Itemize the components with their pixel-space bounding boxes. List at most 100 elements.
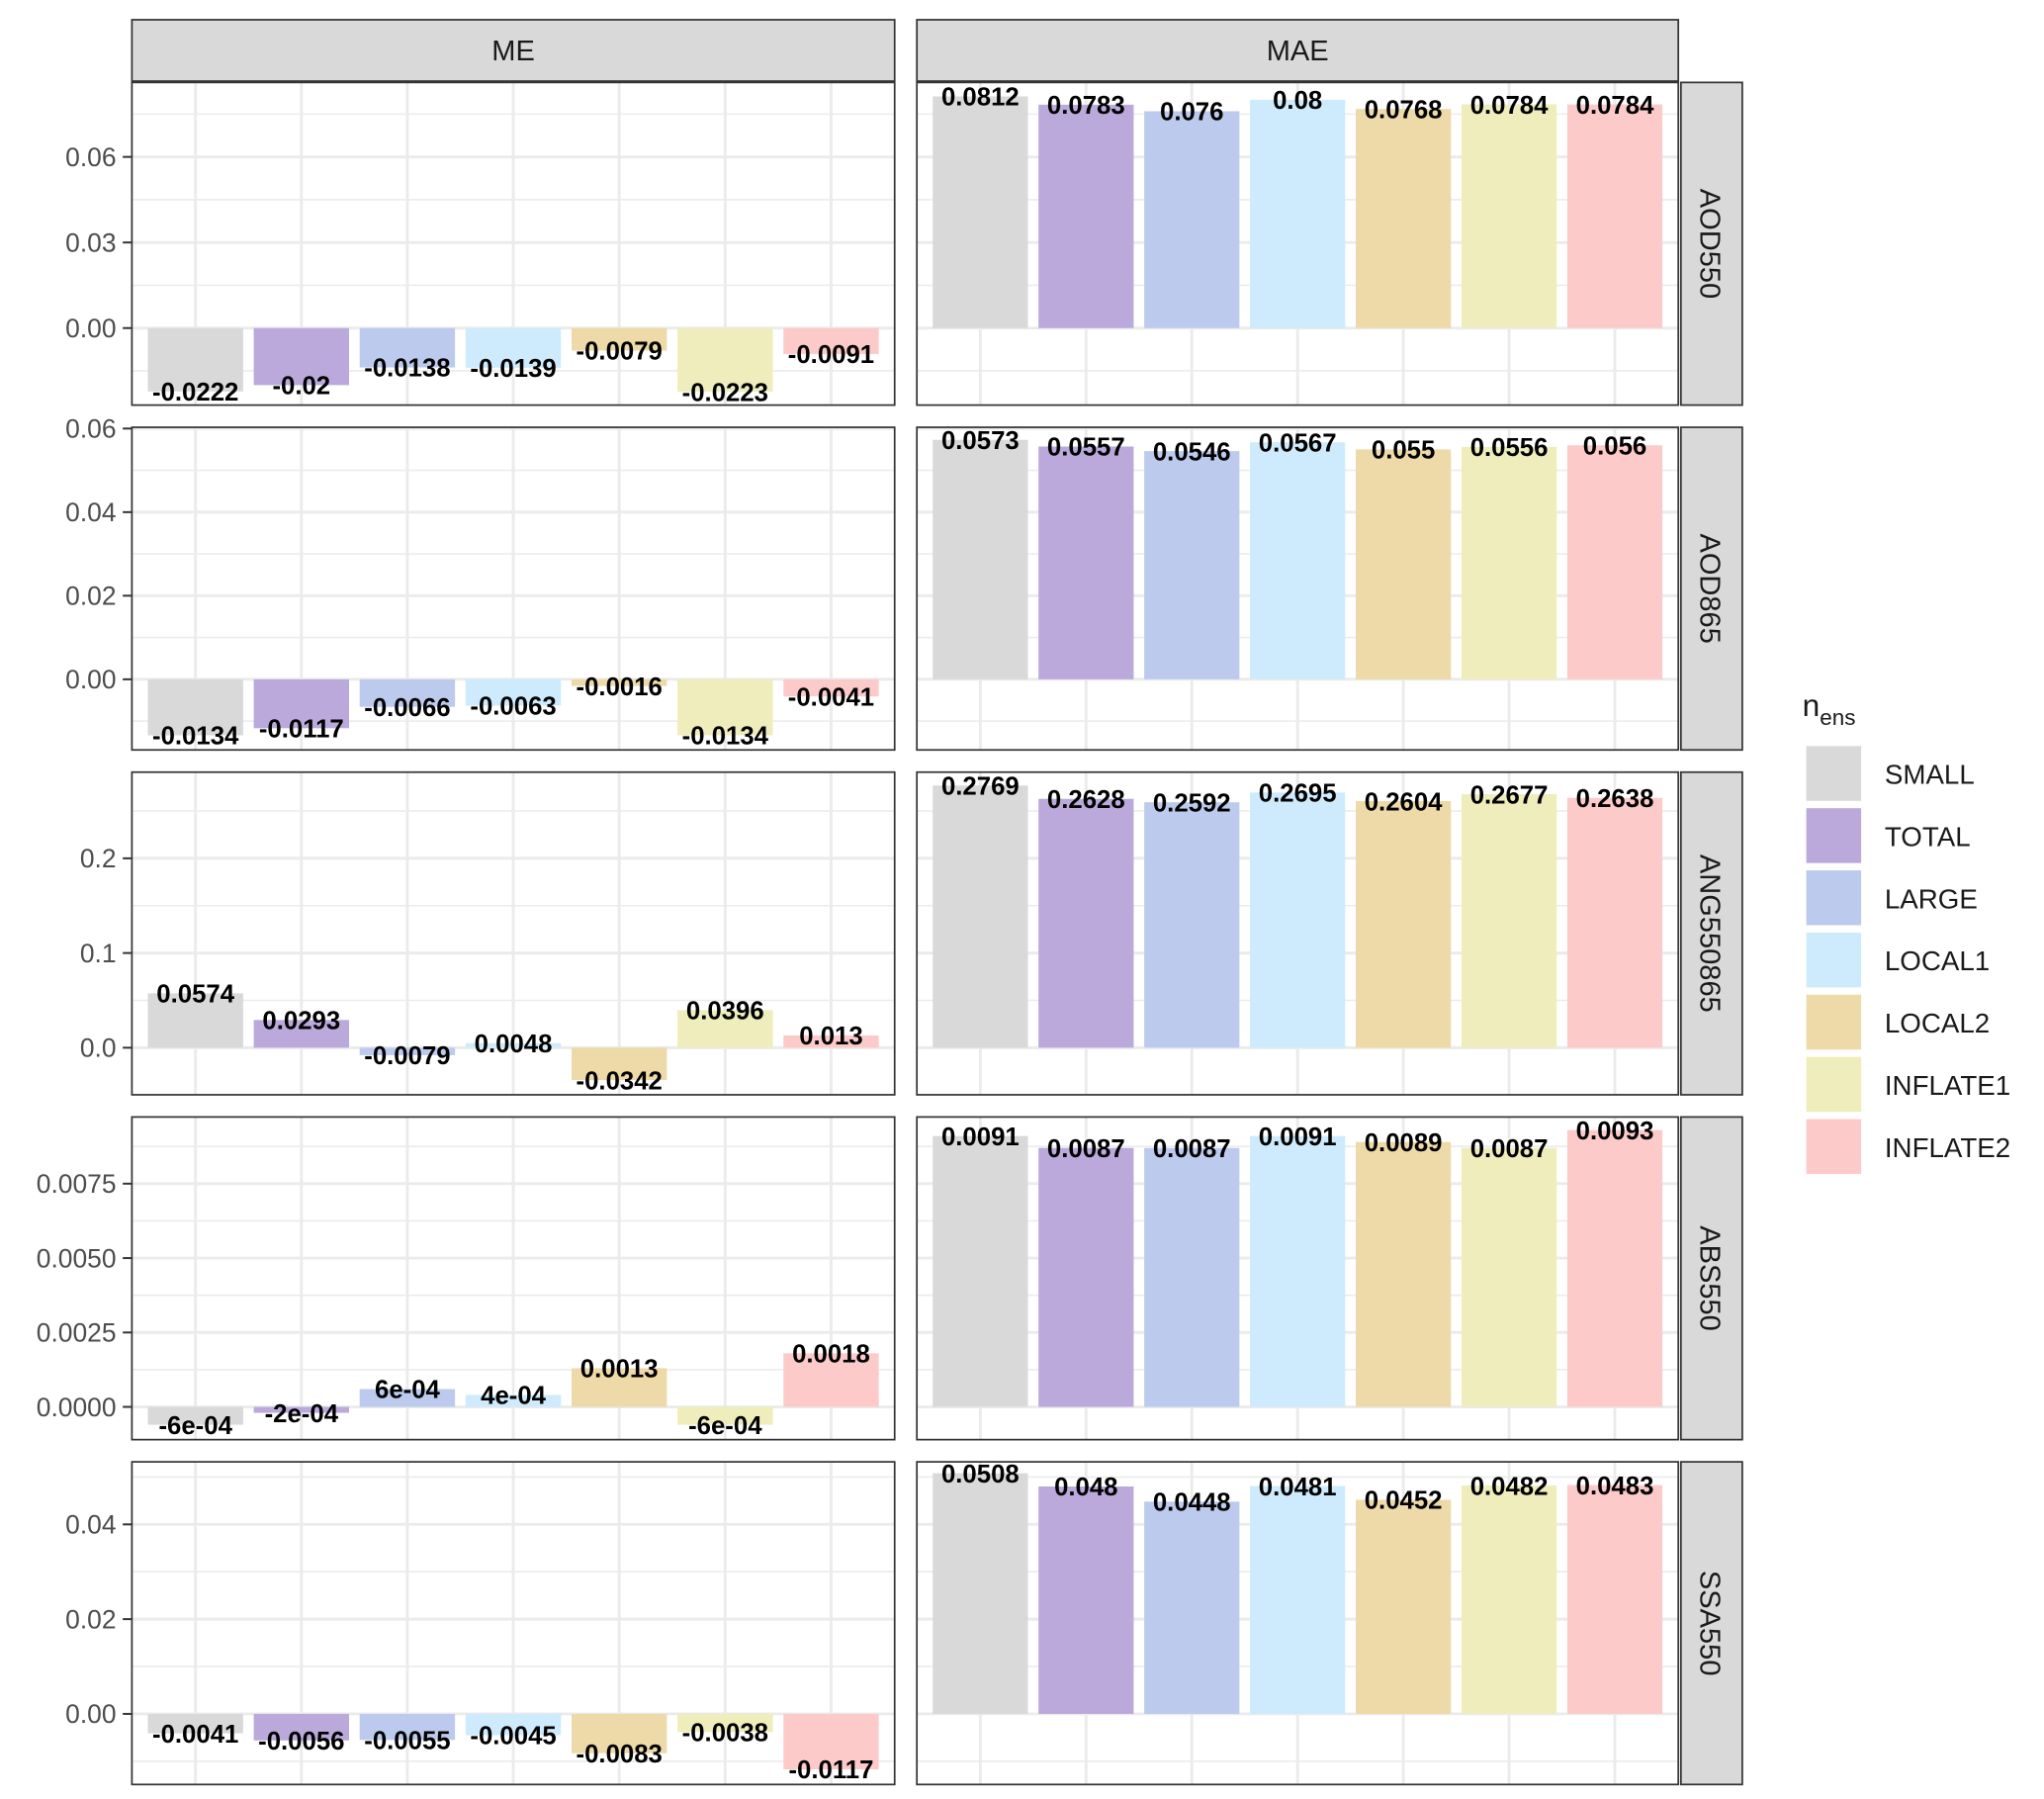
data-label: -0.0117 [788, 1756, 873, 1784]
data-label: 0.0573 [941, 427, 1020, 455]
bar-total [253, 1406, 350, 1413]
panel-border [131, 1461, 896, 1786]
data-label: 6e-04 [375, 1377, 441, 1404]
legend: nens SMALL TOTAL LARGE LOCAL1 LOCAL2 INFLATE1… [1803, 687, 2010, 1174]
bar-large [1144, 111, 1240, 328]
legend-key-inflate1 [1806, 1056, 1862, 1113]
bar-large [359, 1389, 456, 1407]
data-label: 0.056 [1583, 432, 1646, 460]
data-label: -0.0045 [470, 1723, 556, 1751]
panel-border [131, 1116, 896, 1441]
data-label: 0.0768 [1365, 96, 1443, 124]
data-label: 0.2604 [1365, 788, 1443, 816]
data-label: 0.0557 [1047, 434, 1125, 462]
data-label: -0.0117 [259, 716, 344, 744]
bar-total [253, 1713, 350, 1741]
panel-ang550865-me: 0.0574 0.0293 -0.0079 0.0048 -0.0342 0.0396 0.… [131, 770, 896, 1096]
y-tick-label: 0.00 [65, 1699, 116, 1729]
data-label: 0.0452 [1365, 1487, 1443, 1515]
bar-local1 [465, 1394, 562, 1407]
data-label: -0.0038 [682, 1719, 768, 1747]
data-label: -0.0055 [364, 1728, 450, 1755]
panel-border [916, 1461, 1680, 1786]
bar-inflate2 [1566, 797, 1663, 1048]
row-strip-ang550865 [1679, 770, 1743, 1096]
bar-inflate2 [1566, 445, 1663, 679]
y-tick-label: 0.2 [80, 844, 117, 873]
bar-inflate2 [1566, 1129, 1663, 1407]
legend-key-large [1806, 870, 1862, 926]
data-label: 0.0091 [941, 1124, 1020, 1151]
bar-local1 [465, 1713, 562, 1736]
bar-local2 [571, 1047, 667, 1081]
bar-local2 [571, 327, 667, 351]
legend-key-local2 [1806, 994, 1862, 1050]
data-label: 0.055 [1372, 437, 1435, 465]
data-label: -0.0134 [152, 723, 239, 751]
panel-abs550-me: -6e-04 -2e-04 6e-04 4e-04 0.0013 -6e-04 0.0018 [131, 1116, 896, 1441]
panel-border [916, 426, 1680, 752]
data-label: 0.0482 [1470, 1473, 1549, 1500]
data-label: 0.0574 [156, 981, 234, 1009]
bar-large [359, 1047, 456, 1055]
bar-inflate1 [677, 1713, 773, 1733]
y-tick-label: 0.00 [65, 665, 116, 694]
row-strip-label: AOD550 [1694, 189, 1726, 299]
data-label: -0.0079 [577, 338, 663, 366]
bar-total [1038, 1486, 1134, 1714]
bar-local1 [1250, 792, 1346, 1048]
data-label: 0.0018 [792, 1341, 870, 1369]
bar-local1 [465, 1042, 562, 1048]
data-label: 0.0293 [262, 1008, 340, 1035]
data-label: 0.0481 [1259, 1474, 1337, 1501]
data-label: -6e-04 [158, 1412, 232, 1440]
panel-aod865-me: -0.0134 -0.0117 -0.0066 -0.0063 -0.0016 -0.01… [131, 426, 896, 752]
column-strip-label: ME [491, 36, 535, 67]
bar-inflate1 [1461, 446, 1557, 679]
y-tick-label: 0.02 [65, 582, 116, 611]
bar-large [359, 678, 456, 707]
data-label: 0.0093 [1576, 1118, 1654, 1145]
data-label: -0.0342 [577, 1067, 663, 1095]
bar-inflate1 [677, 327, 773, 393]
bar-total [1038, 104, 1134, 328]
data-label: 0.2769 [941, 772, 1020, 800]
y-tick-label: 0.04 [65, 497, 116, 527]
bar-inflate2 [783, 1713, 879, 1769]
bar-local1 [465, 327, 562, 368]
y-tick-label: 0.06 [65, 142, 116, 172]
data-label: 0.0812 [941, 84, 1020, 112]
legend-key-total [1806, 808, 1862, 863]
panels: ME MAE-0.0222 -0.02-0.0138 -0.0139-0.0079-0… [37, 19, 1743, 1786]
legend-title: nens [1803, 687, 1856, 730]
panel-ssa550-mae: 0.0508 0.048 0.0448 0.0481 0.0452 0.0482 0.048… [916, 1461, 1680, 1786]
data-label: 0.2592 [1153, 789, 1231, 817]
data-label: -0.0223 [682, 379, 768, 406]
bar-large [1144, 1501, 1240, 1714]
data-label: 0.2638 [1576, 785, 1654, 813]
data-label: 0.0396 [686, 998, 764, 1026]
panel-ang550865-mae: 0.2769 0.2628 0.2592 0.2695 0.2604 0.2677 0.26… [916, 770, 1680, 1096]
bar-local1 [1250, 442, 1346, 679]
legend-label: LOCAL2 [1885, 1008, 1990, 1038]
bar-local1 [1250, 1135, 1346, 1407]
data-label: -0.0134 [682, 723, 769, 751]
row-strip-label: ABS550 [1694, 1225, 1726, 1331]
bar-inflate2 [783, 327, 879, 354]
data-label: 0.0784 [1470, 92, 1549, 120]
bar-total [253, 327, 350, 386]
bar-large [359, 327, 456, 368]
bar-total [1038, 798, 1134, 1048]
bar-local2 [1356, 801, 1452, 1048]
bar-inflate1 [1461, 794, 1557, 1048]
bar-inflate1 [677, 1406, 773, 1425]
data-label: 0.0784 [1576, 92, 1654, 120]
data-label: 0.0783 [1047, 92, 1125, 120]
bar-small [147, 1713, 243, 1734]
bar-inflate1 [677, 678, 773, 736]
data-label: 0.0567 [1259, 430, 1337, 458]
data-label: 0.013 [799, 1023, 862, 1050]
bar-large [1144, 1147, 1240, 1407]
panel-border [131, 81, 896, 406]
row-strip-label: ANG550865 [1694, 855, 1726, 1013]
